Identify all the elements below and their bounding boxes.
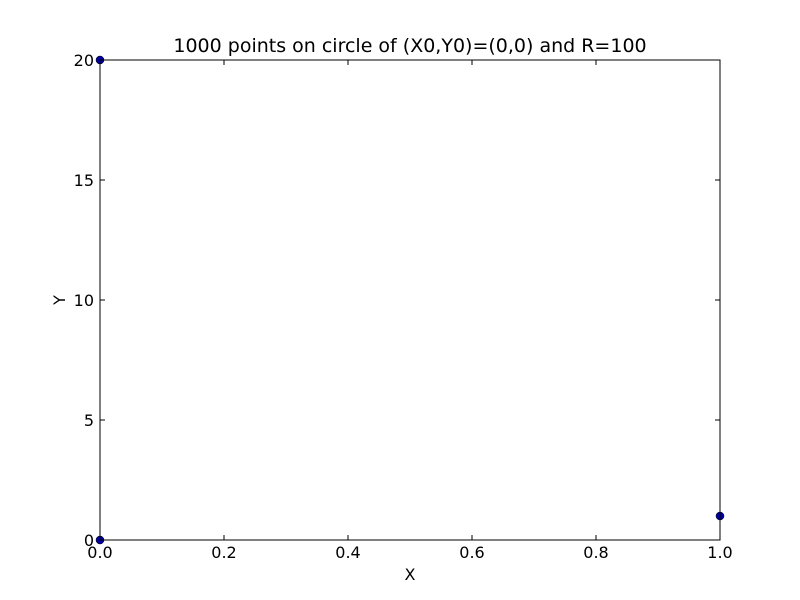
x-tick-label: 0.8 [583, 543, 608, 562]
y-tick-label: 0 [84, 531, 94, 550]
x-tick-label: 1.0 [707, 543, 732, 562]
plot-frame [99, 59, 721, 541]
y-tick-label: 10 [74, 291, 94, 310]
x-tick-label: 0.4 [335, 543, 360, 562]
x-tick-label: 0.0 [87, 543, 112, 562]
x-axis-ticks: 0.0 0.2 0.4 0.6 0.8 1.0 [87, 60, 733, 562]
x-axis-label: X [405, 565, 416, 584]
x-tick-label: 0.2 [211, 543, 236, 562]
y-tick-label: 20 [74, 51, 94, 70]
chart-title: 1000 points on circle of (X0,Y0)=(0,0) a… [173, 35, 646, 57]
x-tick-label: 0.6 [459, 543, 484, 562]
y-axis-label: Y [50, 295, 69, 306]
y-tick-label: 15 [74, 171, 94, 190]
y-tick-label: 5 [84, 411, 94, 430]
